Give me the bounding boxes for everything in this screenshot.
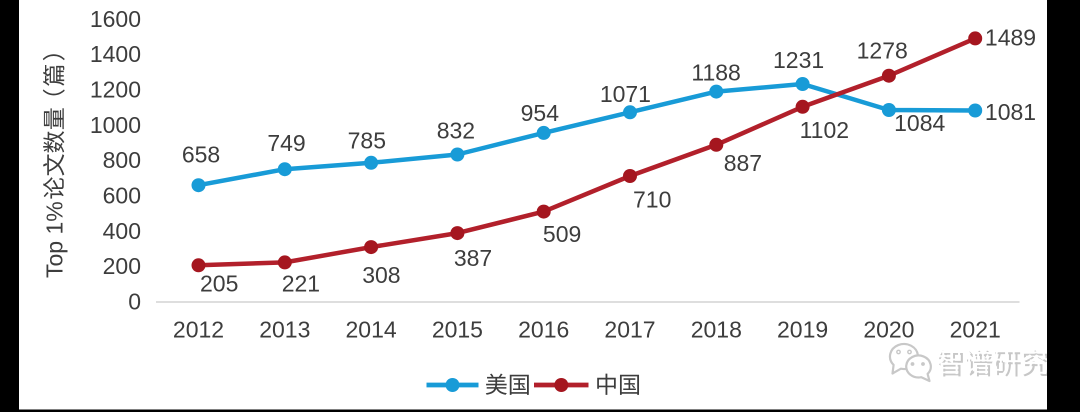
svg-text:1231: 1231: [773, 47, 824, 73]
svg-text:2018: 2018: [691, 317, 742, 343]
svg-text:1102: 1102: [800, 117, 849, 143]
svg-text:2015: 2015: [432, 317, 483, 343]
svg-text:2019: 2019: [777, 317, 828, 343]
svg-text:954: 954: [521, 100, 560, 126]
svg-text:2014: 2014: [346, 317, 397, 343]
svg-text:2016: 2016: [518, 317, 569, 343]
svg-text:832: 832: [437, 118, 475, 144]
svg-text:2021: 2021: [950, 317, 1001, 343]
svg-text:1200: 1200: [90, 77, 141, 103]
svg-text:387: 387: [454, 245, 492, 271]
svg-text:1000: 1000: [90, 112, 141, 138]
svg-text:308: 308: [362, 262, 400, 288]
svg-text:2020: 2020: [863, 317, 914, 343]
svg-text:2017: 2017: [604, 317, 655, 343]
svg-text:749: 749: [267, 130, 305, 156]
svg-text:Top 1%: Top 1%: [42, 201, 68, 278]
svg-text:800: 800: [103, 147, 141, 173]
svg-text:221: 221: [282, 271, 320, 297]
svg-text:710: 710: [633, 187, 671, 213]
svg-text:2013: 2013: [259, 317, 310, 343]
svg-text:509: 509: [543, 221, 581, 247]
svg-text:1400: 1400: [90, 41, 141, 67]
svg-text:400: 400: [103, 218, 141, 244]
svg-text:1084: 1084: [894, 110, 945, 136]
svg-text:1071: 1071: [600, 81, 651, 107]
svg-text:785: 785: [348, 127, 386, 153]
svg-text:887: 887: [724, 150, 762, 176]
svg-text:2012: 2012: [173, 317, 224, 343]
svg-text:1600: 1600: [90, 6, 141, 32]
svg-text:200: 200: [103, 253, 141, 279]
svg-text:658: 658: [182, 141, 220, 167]
svg-text:205: 205: [200, 271, 238, 297]
svg-text:600: 600: [103, 183, 141, 209]
svg-text:1278: 1278: [857, 37, 908, 63]
svg-text:1489: 1489: [985, 25, 1036, 51]
svg-text:1081: 1081: [985, 99, 1036, 125]
svg-text:1188: 1188: [691, 59, 740, 85]
svg-text:0: 0: [128, 289, 141, 315]
